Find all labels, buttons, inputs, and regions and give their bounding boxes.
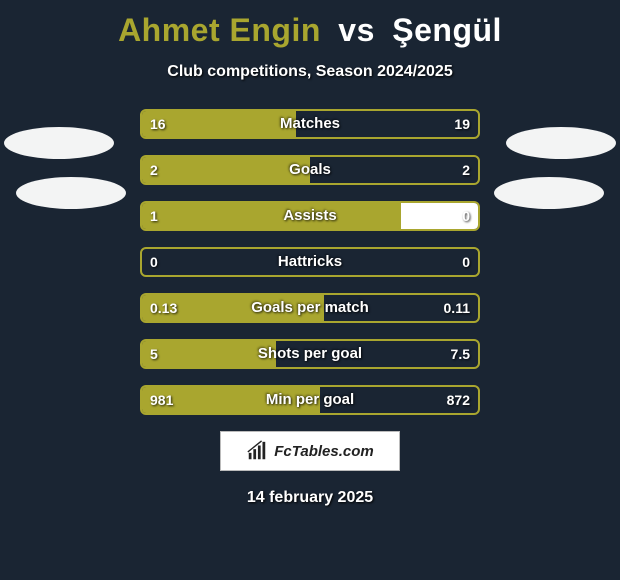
stat-value-right: 19: [446, 111, 478, 137]
stat-label: Assists: [142, 203, 478, 229]
stat-value-right: 7.5: [443, 341, 478, 367]
stat-label: Min per goal: [142, 387, 478, 413]
date-label: 14 february 2025: [0, 489, 620, 507]
stat-label: Matches: [142, 111, 478, 137]
stats-bars: 16Matches192Goals21Assists00Hattricks00.…: [140, 109, 480, 415]
player1-badge-1: [4, 127, 114, 159]
stats-content: 16Matches192Goals21Assists00Hattricks00.…: [0, 109, 620, 415]
stat-value-right: 0: [454, 249, 478, 275]
stat-value-right: 0: [454, 203, 478, 229]
stat-label: Goals per match: [142, 295, 478, 321]
watermark-text: FcTables.com: [274, 443, 373, 460]
chart-icon: [246, 440, 268, 462]
stat-row: 2Goals2: [140, 155, 480, 185]
player1-badge-2: [16, 177, 126, 209]
stat-row: 0Hattricks0: [140, 247, 480, 277]
stat-row: 5Shots per goal7.5: [140, 339, 480, 369]
stat-value-right: 2: [454, 157, 478, 183]
player2-badge-1: [506, 127, 616, 159]
stat-value-right: 872: [439, 387, 478, 413]
stat-row: 0.13Goals per match0.11: [140, 293, 480, 323]
comparison-title: Ahmet Engin vs Şengül: [0, 0, 620, 49]
stat-value-right: 0.11: [436, 295, 478, 321]
subtitle: Club competitions, Season 2024/2025: [0, 63, 620, 81]
stat-label: Hattricks: [142, 249, 478, 275]
watermark: FcTables.com: [220, 431, 400, 471]
player2-name: Şengül: [392, 12, 502, 48]
stat-row: 16Matches19: [140, 109, 480, 139]
stat-row: 981Min per goal872: [140, 385, 480, 415]
player2-badge-2: [494, 177, 604, 209]
player1-name: Ahmet Engin: [118, 12, 321, 48]
stat-row: 1Assists0: [140, 201, 480, 231]
stat-label: Shots per goal: [142, 341, 478, 367]
stat-label: Goals: [142, 157, 478, 183]
vs-label: vs: [338, 12, 375, 48]
